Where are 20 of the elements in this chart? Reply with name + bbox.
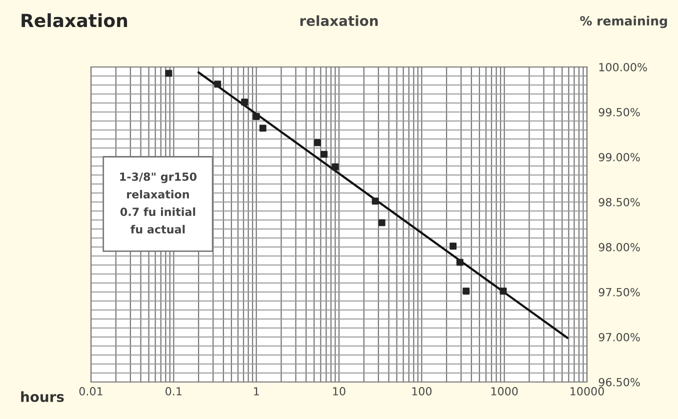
y-tick-label: 98.00% xyxy=(598,242,640,252)
y-tick-label: 97.50% xyxy=(598,288,640,296)
y-axis-title: % remaining xyxy=(580,16,667,28)
chart-title: Relaxation xyxy=(22,13,128,28)
x-tick-label: 10000 xyxy=(570,387,604,396)
x-axis-title: hours xyxy=(21,391,64,402)
annotation: 1-3/8" gr150 relaxation 0.7 fu initial fu actual xyxy=(120,172,197,234)
y-tick-label: 100.00% xyxy=(599,62,647,72)
y-tick-label: 97.00% xyxy=(598,332,640,342)
x-tick-label: 1000 xyxy=(491,387,518,396)
x-tick-label: 1 xyxy=(254,387,259,396)
x-tick-label: 100 xyxy=(412,387,432,396)
x-tick-label: 0.1 xyxy=(166,387,182,396)
x-tick-label: 10 xyxy=(333,387,346,396)
x-tick-label: 0.01 xyxy=(79,387,102,396)
y-tick-label: 99.50% xyxy=(598,108,640,116)
y-tick-label: 96.50% xyxy=(598,378,640,386)
y-tick-label: 99.00% xyxy=(598,152,640,162)
y-tick-label: 98.50% xyxy=(598,198,640,206)
chart-subtitle: relaxation xyxy=(300,15,378,26)
